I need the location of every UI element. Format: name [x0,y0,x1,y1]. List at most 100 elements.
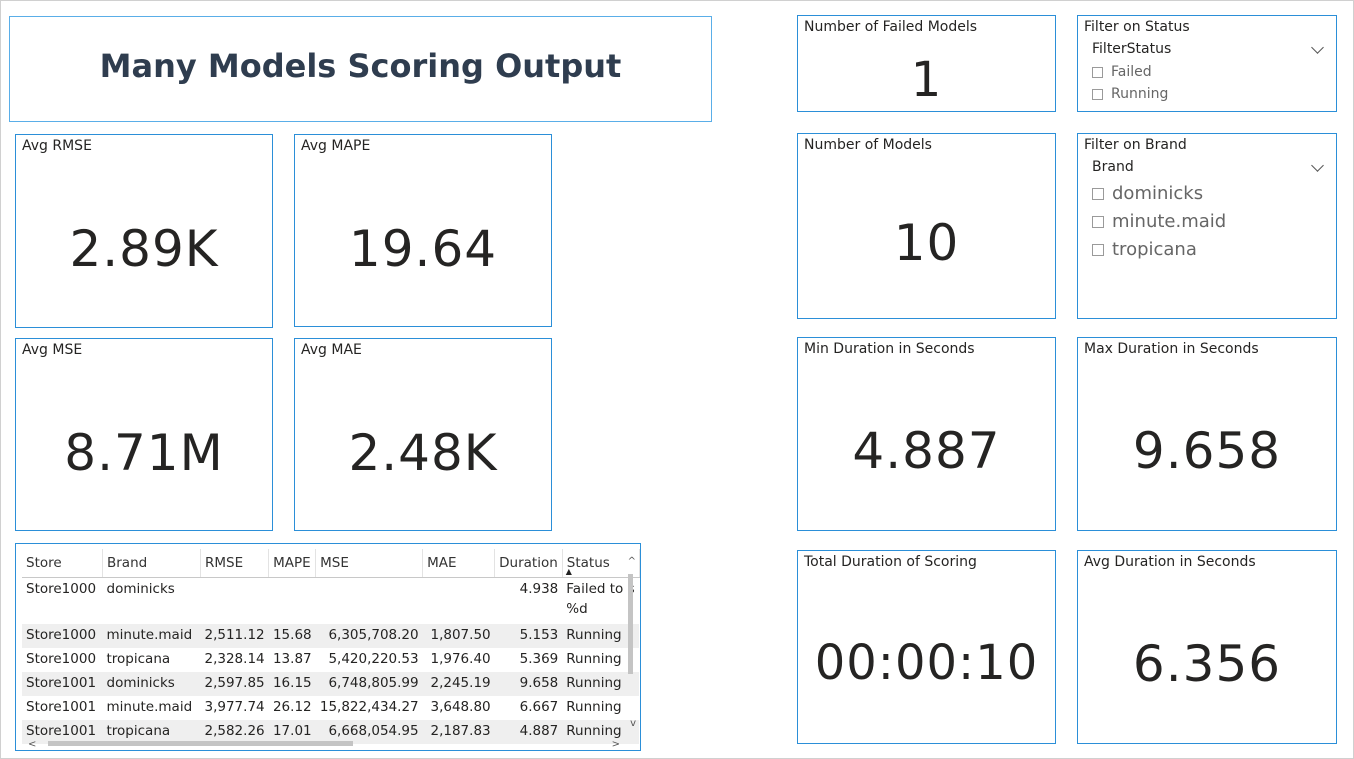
cell-status: Running [562,719,640,744]
max-duration-card[interactable]: Max Duration in Seconds 9.658 [1077,337,1337,531]
cell-mae: 2,245.19 [422,671,495,696]
cell-duration: 4.938 [519,581,559,597]
checkbox-icon[interactable] [1092,215,1104,228]
checkbox-icon[interactable] [1092,88,1103,100]
scoring-table[interactable]: Store Brand RMSE MAPE MSE MAE Duration S… [15,543,641,751]
column-header-mse[interactable]: MSE [315,549,424,578]
column-header-store[interactable]: Store [22,549,103,578]
cell-mse: 6,668,054.95 [315,719,423,744]
cell-status: Running [562,623,640,648]
status-option-failed[interactable]: Failed [1092,64,1152,80]
cell-store: Store1001 [22,671,103,696]
checkbox-icon[interactable] [1092,187,1104,200]
cell-duration: 9.658 [494,671,563,696]
column-header-status[interactable]: Status ▲ [562,549,640,578]
cell-rmse: 2,597.85 [200,671,269,696]
table-row[interactable]: Store1000 dominicks 4.938 Failed to s %d [22,578,639,624]
card-title: Avg Duration in Seconds [1084,554,1256,570]
status-filter-slicer[interactable]: Filter on Status FilterStatus Failed Run… [1077,15,1337,112]
cell-status: Running [566,698,622,715]
cell-rmse: 2,582.26 [200,719,269,744]
card-value: 8.71M [64,424,224,482]
card-title: Avg MSE [22,342,83,358]
cell-rmse [201,578,269,624]
scroll-left-icon[interactable]: < [28,739,37,750]
slicer-title: Filter on Brand [1084,137,1187,153]
column-header-rmse[interactable]: RMSE [200,549,270,578]
card-value: 1 [910,52,943,108]
table-row[interactable]: Store1000 minute.maid 2,511.12 15.68 6,3… [22,623,640,648]
checkbox-icon[interactable] [1092,243,1104,256]
cell-store: Store1000 [26,581,97,597]
status-option-running[interactable]: Running [1092,86,1168,102]
cell-mse: 15,822,434.27 [319,698,419,715]
total-duration-card[interactable]: Total Duration of Scoring 00:00:10 [797,550,1056,744]
card-value: 00:00:10 [814,635,1039,691]
column-header-mae[interactable]: MAE [422,549,496,578]
option-label: dominicks [1112,183,1204,204]
table-row[interactable]: Store1001 minute.maid 3,977.74 26.12 15,… [22,696,639,720]
column-header-brand[interactable]: Brand [102,549,201,578]
avg-mae-card[interactable]: Avg MAE 2.48K [294,338,552,531]
avg-mape-card[interactable]: Avg MAPE 19.64 [294,134,552,327]
cell-brand: dominicks [106,581,175,597]
cell-status: Running [562,671,640,696]
cell-duration: 4.887 [494,719,563,744]
cell-store: Store1000 [26,650,97,667]
cell-mape: 26.12 [272,698,312,715]
brand-option-minute-maid[interactable]: minute.maid [1092,211,1226,232]
cell-brand: dominicks [102,671,201,696]
chevron-down-icon[interactable] [1311,41,1324,54]
failed-models-card[interactable]: Number of Failed Models 1 [797,15,1056,112]
scroll-down-icon[interactable]: v [630,718,636,729]
cell-mape: 17.01 [268,719,316,744]
avg-rmse-card[interactable]: Avg RMSE 2.89K [15,134,273,328]
option-label: Failed [1111,64,1152,80]
cell-rmse: 2,328.14 [204,650,265,667]
cell-mse: 5,420,220.53 [328,650,419,667]
cell-mae: 1,976.40 [430,650,491,667]
avg-mse-card[interactable]: Avg MSE 8.71M [15,338,273,531]
brand-option-dominicks[interactable]: dominicks [1092,183,1203,204]
cell-mape: 15.68 [268,623,316,648]
card-value: 10 [893,214,960,272]
slicer-field-label: Brand [1092,159,1134,175]
cell-status: Failed to s %d [566,581,634,617]
table-row[interactable]: Store1000 tropicana 2,328.14 13.87 5,420… [22,648,639,672]
card-title: Number of Failed Models [804,19,978,35]
cell-brand: tropicana [102,719,201,744]
sort-ascending-icon: ▲ [565,567,572,576]
option-label: Running [1111,86,1169,102]
brand-filter-slicer[interactable]: Filter on Brand Brand dominicks minute.m… [1077,133,1337,319]
card-title: Min Duration in Seconds [804,341,975,357]
option-label: minute.maid [1112,211,1227,232]
cell-brand: minute.maid [102,623,201,648]
min-duration-card[interactable]: Min Duration in Seconds 4.887 [797,337,1056,531]
cell-mape: 16.15 [268,671,316,696]
slicer-title: Filter on Status [1084,19,1190,35]
column-header-mape[interactable]: MAPE [268,549,317,578]
scroll-right-icon[interactable]: > [611,739,620,750]
cell-mae: 2,187.83 [422,719,495,744]
cell-mape [269,578,316,624]
report-title-box: Many Models Scoring Output [9,16,712,122]
card-value: 19.64 [348,220,498,278]
vertical-scrollbar-thumb[interactable] [628,574,633,674]
cell-mse [316,578,423,624]
num-models-card[interactable]: Number of Models 10 [797,133,1056,319]
cell-mse: 6,748,805.99 [315,671,423,696]
card-title: Avg MAPE [301,138,371,154]
cell-mae [423,578,495,624]
horizontal-scrollbar-thumb[interactable] [48,741,353,746]
avg-duration-card[interactable]: Avg Duration in Seconds 6.356 [1077,550,1337,744]
checkbox-icon[interactable] [1092,66,1103,78]
page-title: Many Models Scoring Output [99,47,622,85]
card-title: Avg MAE [301,342,362,358]
scoring-table-grid: Store Brand RMSE MAPE MSE MAE Duration S… [22,549,640,744]
scroll-up-icon[interactable]: ^ [627,556,636,567]
column-header-duration[interactable]: Duration [494,549,563,578]
table-row[interactable]: Store1001 dominicks 2,597.85 16.15 6,748… [22,671,640,696]
chevron-down-icon[interactable] [1311,159,1324,172]
table-row[interactable]: Store1001 tropicana 2,582.26 17.01 6,668… [22,719,640,744]
brand-option-tropicana[interactable]: tropicana [1092,239,1197,260]
